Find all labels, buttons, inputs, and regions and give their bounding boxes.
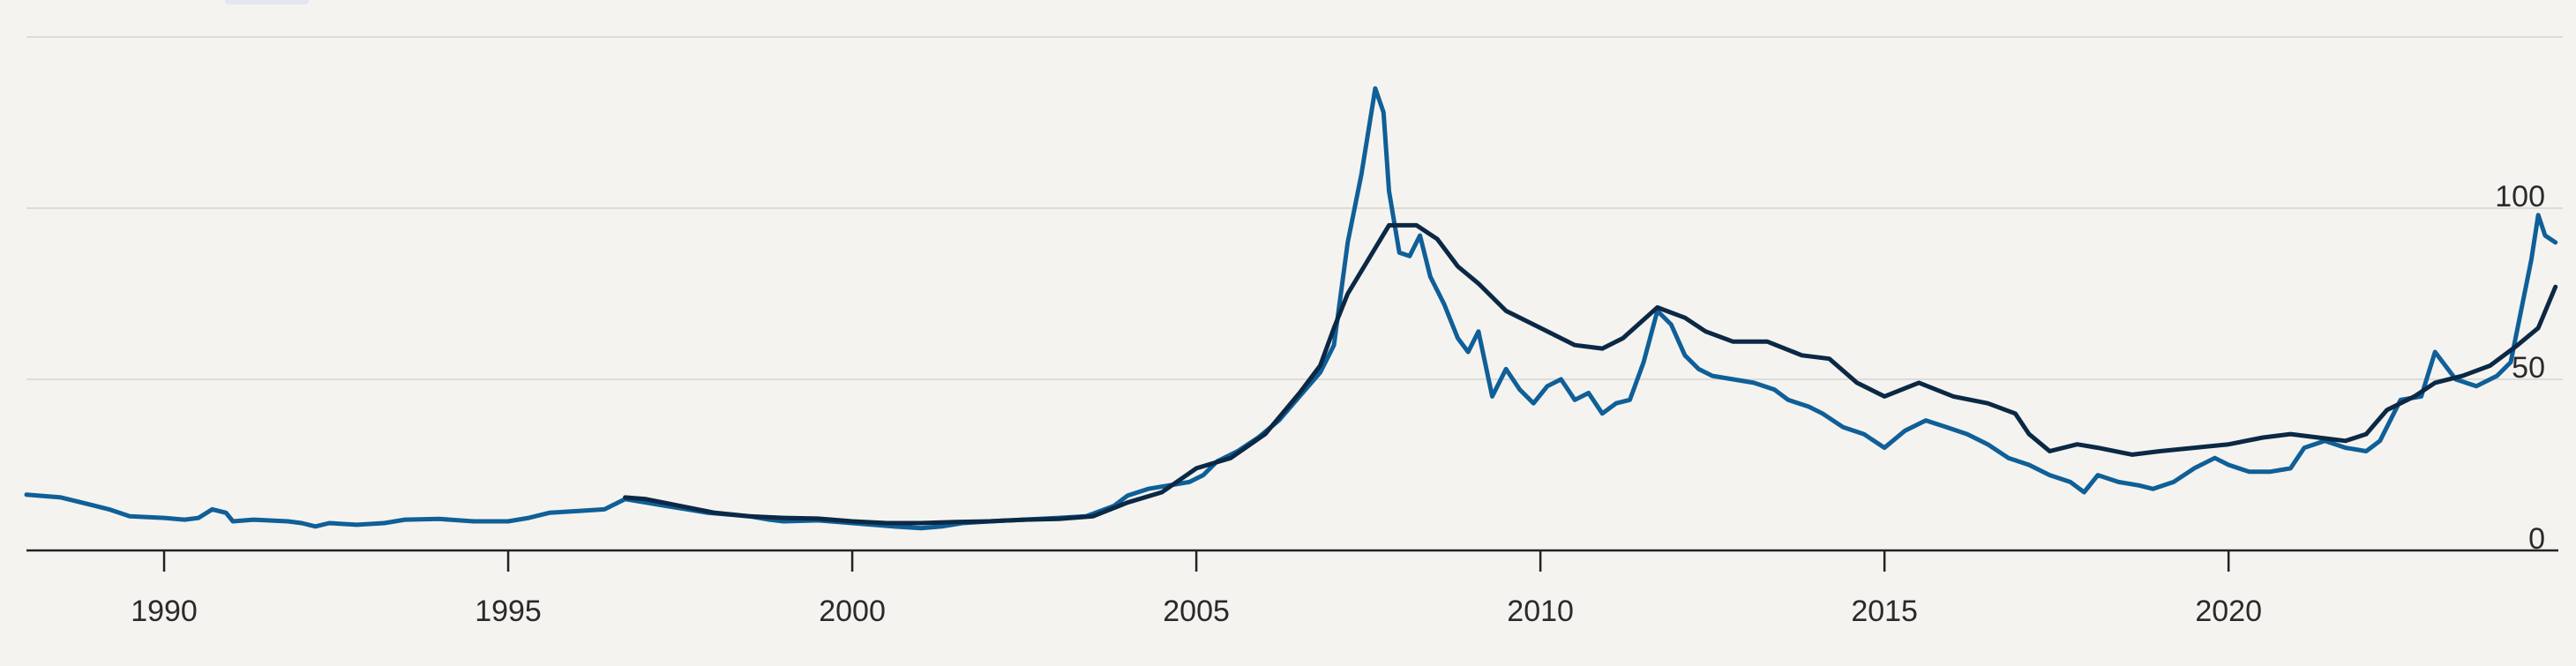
x-tick-label: 2010 (1507, 595, 1574, 628)
series-line-1 (24, 86, 2558, 531)
gridlines (26, 36, 2563, 380)
x-tick-label: 2000 (819, 595, 886, 628)
x-tick-label: 1990 (131, 595, 198, 628)
y-tick-label: 0 (2528, 522, 2545, 556)
x-tick-label: 2020 (2195, 595, 2262, 628)
series-line-2 (623, 222, 2558, 526)
series-lines (24, 86, 2558, 531)
x-tick-label: 2005 (1163, 595, 1230, 628)
y-tick-label: 100 (2495, 180, 2545, 213)
x-tick-label: 1995 (475, 595, 542, 628)
y-tick-label: 50 (2512, 351, 2545, 385)
y-axis-labels: 0 50 100 (2495, 180, 2545, 556)
legend-toggle-tab[interactable] (225, 0, 309, 4)
x-tick-label: 2015 (1851, 595, 1918, 628)
x-axis: 1990 1995 2000 2005 2010 2015 2020 (26, 549, 2558, 628)
